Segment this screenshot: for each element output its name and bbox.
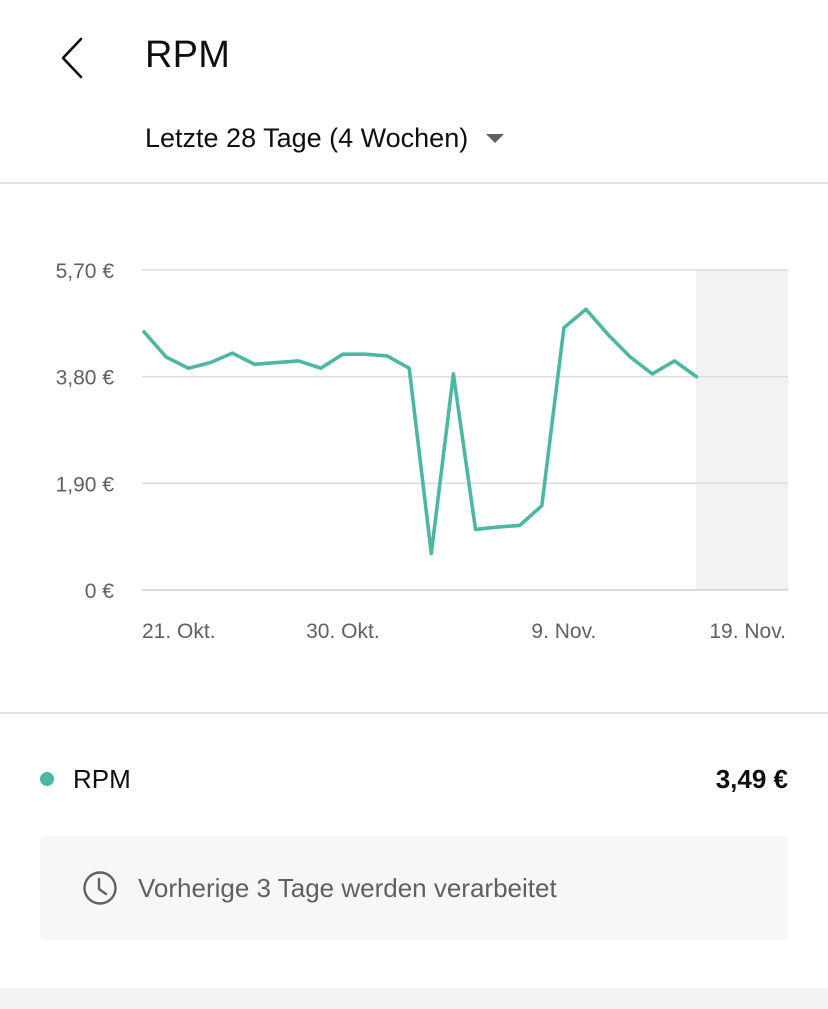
processing-notice: Vorherige 3 Tage werden verarbeitet: [40, 836, 788, 940]
processing-region: [696, 270, 788, 590]
date-range-dropdown[interactable]: Letzte 28 Tage (4 Wochen): [145, 118, 505, 158]
x-tick-label: 19. Nov.: [709, 620, 786, 643]
chevron-left-icon: [61, 37, 83, 79]
y-tick-label: 5,70 €: [56, 260, 115, 283]
bottom-bar: [0, 988, 828, 1009]
metric-value: 3,49 €: [715, 763, 788, 794]
y-tick-label: 3,80 €: [56, 367, 115, 390]
header: RPM Letzte 28 Tage (4 Wochen): [0, 0, 828, 184]
x-tick-label: 30. Okt.: [306, 620, 380, 643]
back-button[interactable]: [40, 26, 104, 90]
x-tick-label: 9. Nov.: [531, 620, 596, 643]
metric-legend-row: RPM 3,49 €: [40, 758, 788, 800]
clock-icon: [82, 870, 118, 906]
divider: [0, 712, 828, 714]
x-tick-label: 21. Okt.: [142, 620, 216, 643]
series-color-dot: [40, 772, 54, 786]
page-title: RPM: [145, 34, 231, 76]
rpm-series-line: [142, 307, 699, 556]
rpm-chart: 5,70 € 3,80 € 1,90 € 0 € 21. Okt. 30. Okt. 9. …: [0, 186, 828, 712]
chart-svg: 5,70 € 3,80 € 1,90 € 0 € 21. Okt. 30. Okt. 9. …: [56, 260, 788, 643]
notice-text: Vorherige 3 Tage werden verarbeitet: [138, 872, 557, 903]
caret-down-icon: [486, 133, 505, 143]
y-tick-label: 0 €: [85, 580, 115, 603]
date-range-label: Letzte 28 Tage (4 Wochen): [145, 122, 469, 153]
metric-name: RPM: [73, 763, 131, 794]
y-tick-label: 1,90 €: [56, 473, 115, 496]
